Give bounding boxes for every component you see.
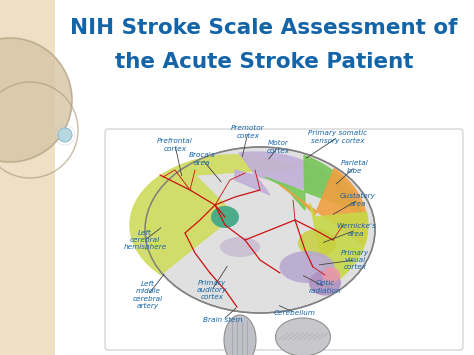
Text: Parietal
lobe: Parietal lobe <box>341 160 369 174</box>
Polygon shape <box>265 155 362 213</box>
Text: Cerebellum: Cerebellum <box>274 310 316 316</box>
Text: Primary
visual
cortex: Primary visual cortex <box>341 250 369 270</box>
Ellipse shape <box>280 251 335 283</box>
Ellipse shape <box>275 318 330 355</box>
Text: Primary somatic
sensory cortex: Primary somatic sensory cortex <box>309 130 367 144</box>
Polygon shape <box>235 152 352 202</box>
Ellipse shape <box>145 147 375 313</box>
Text: Wernicke's
area: Wernicke's area <box>336 223 376 237</box>
Text: Premotor
cortex: Premotor cortex <box>231 125 265 138</box>
Text: Brain stem: Brain stem <box>203 317 243 323</box>
Text: the Acute Stroke Patient: the Acute Stroke Patient <box>115 52 413 72</box>
Text: Left
cerebral
hemisphere: Left cerebral hemisphere <box>123 230 167 250</box>
Text: Prefrontal
cortex: Prefrontal cortex <box>157 138 193 152</box>
Ellipse shape <box>220 237 260 257</box>
Polygon shape <box>280 168 367 245</box>
Text: Left
middle
cerebral
artery: Left middle cerebral artery <box>133 281 163 309</box>
Text: Gustatory
area: Gustatory area <box>340 193 376 207</box>
FancyBboxPatch shape <box>105 129 463 350</box>
Ellipse shape <box>322 267 340 283</box>
Ellipse shape <box>211 206 239 228</box>
Polygon shape <box>310 203 368 288</box>
Ellipse shape <box>309 271 341 295</box>
Circle shape <box>0 38 72 162</box>
Circle shape <box>58 128 72 142</box>
Bar <box>55 0 474 355</box>
Ellipse shape <box>298 229 336 257</box>
Polygon shape <box>130 155 297 275</box>
Text: Broca's
area: Broca's area <box>189 152 215 166</box>
Ellipse shape <box>224 315 256 355</box>
Text: NIH Stroke Scale Assessment of: NIH Stroke Scale Assessment of <box>70 18 458 38</box>
Text: Optic
radiation: Optic radiation <box>309 280 341 294</box>
Text: Motor
cortex: Motor cortex <box>266 140 290 154</box>
Text: Primary
auditory
cortex: Primary auditory cortex <box>197 280 227 300</box>
